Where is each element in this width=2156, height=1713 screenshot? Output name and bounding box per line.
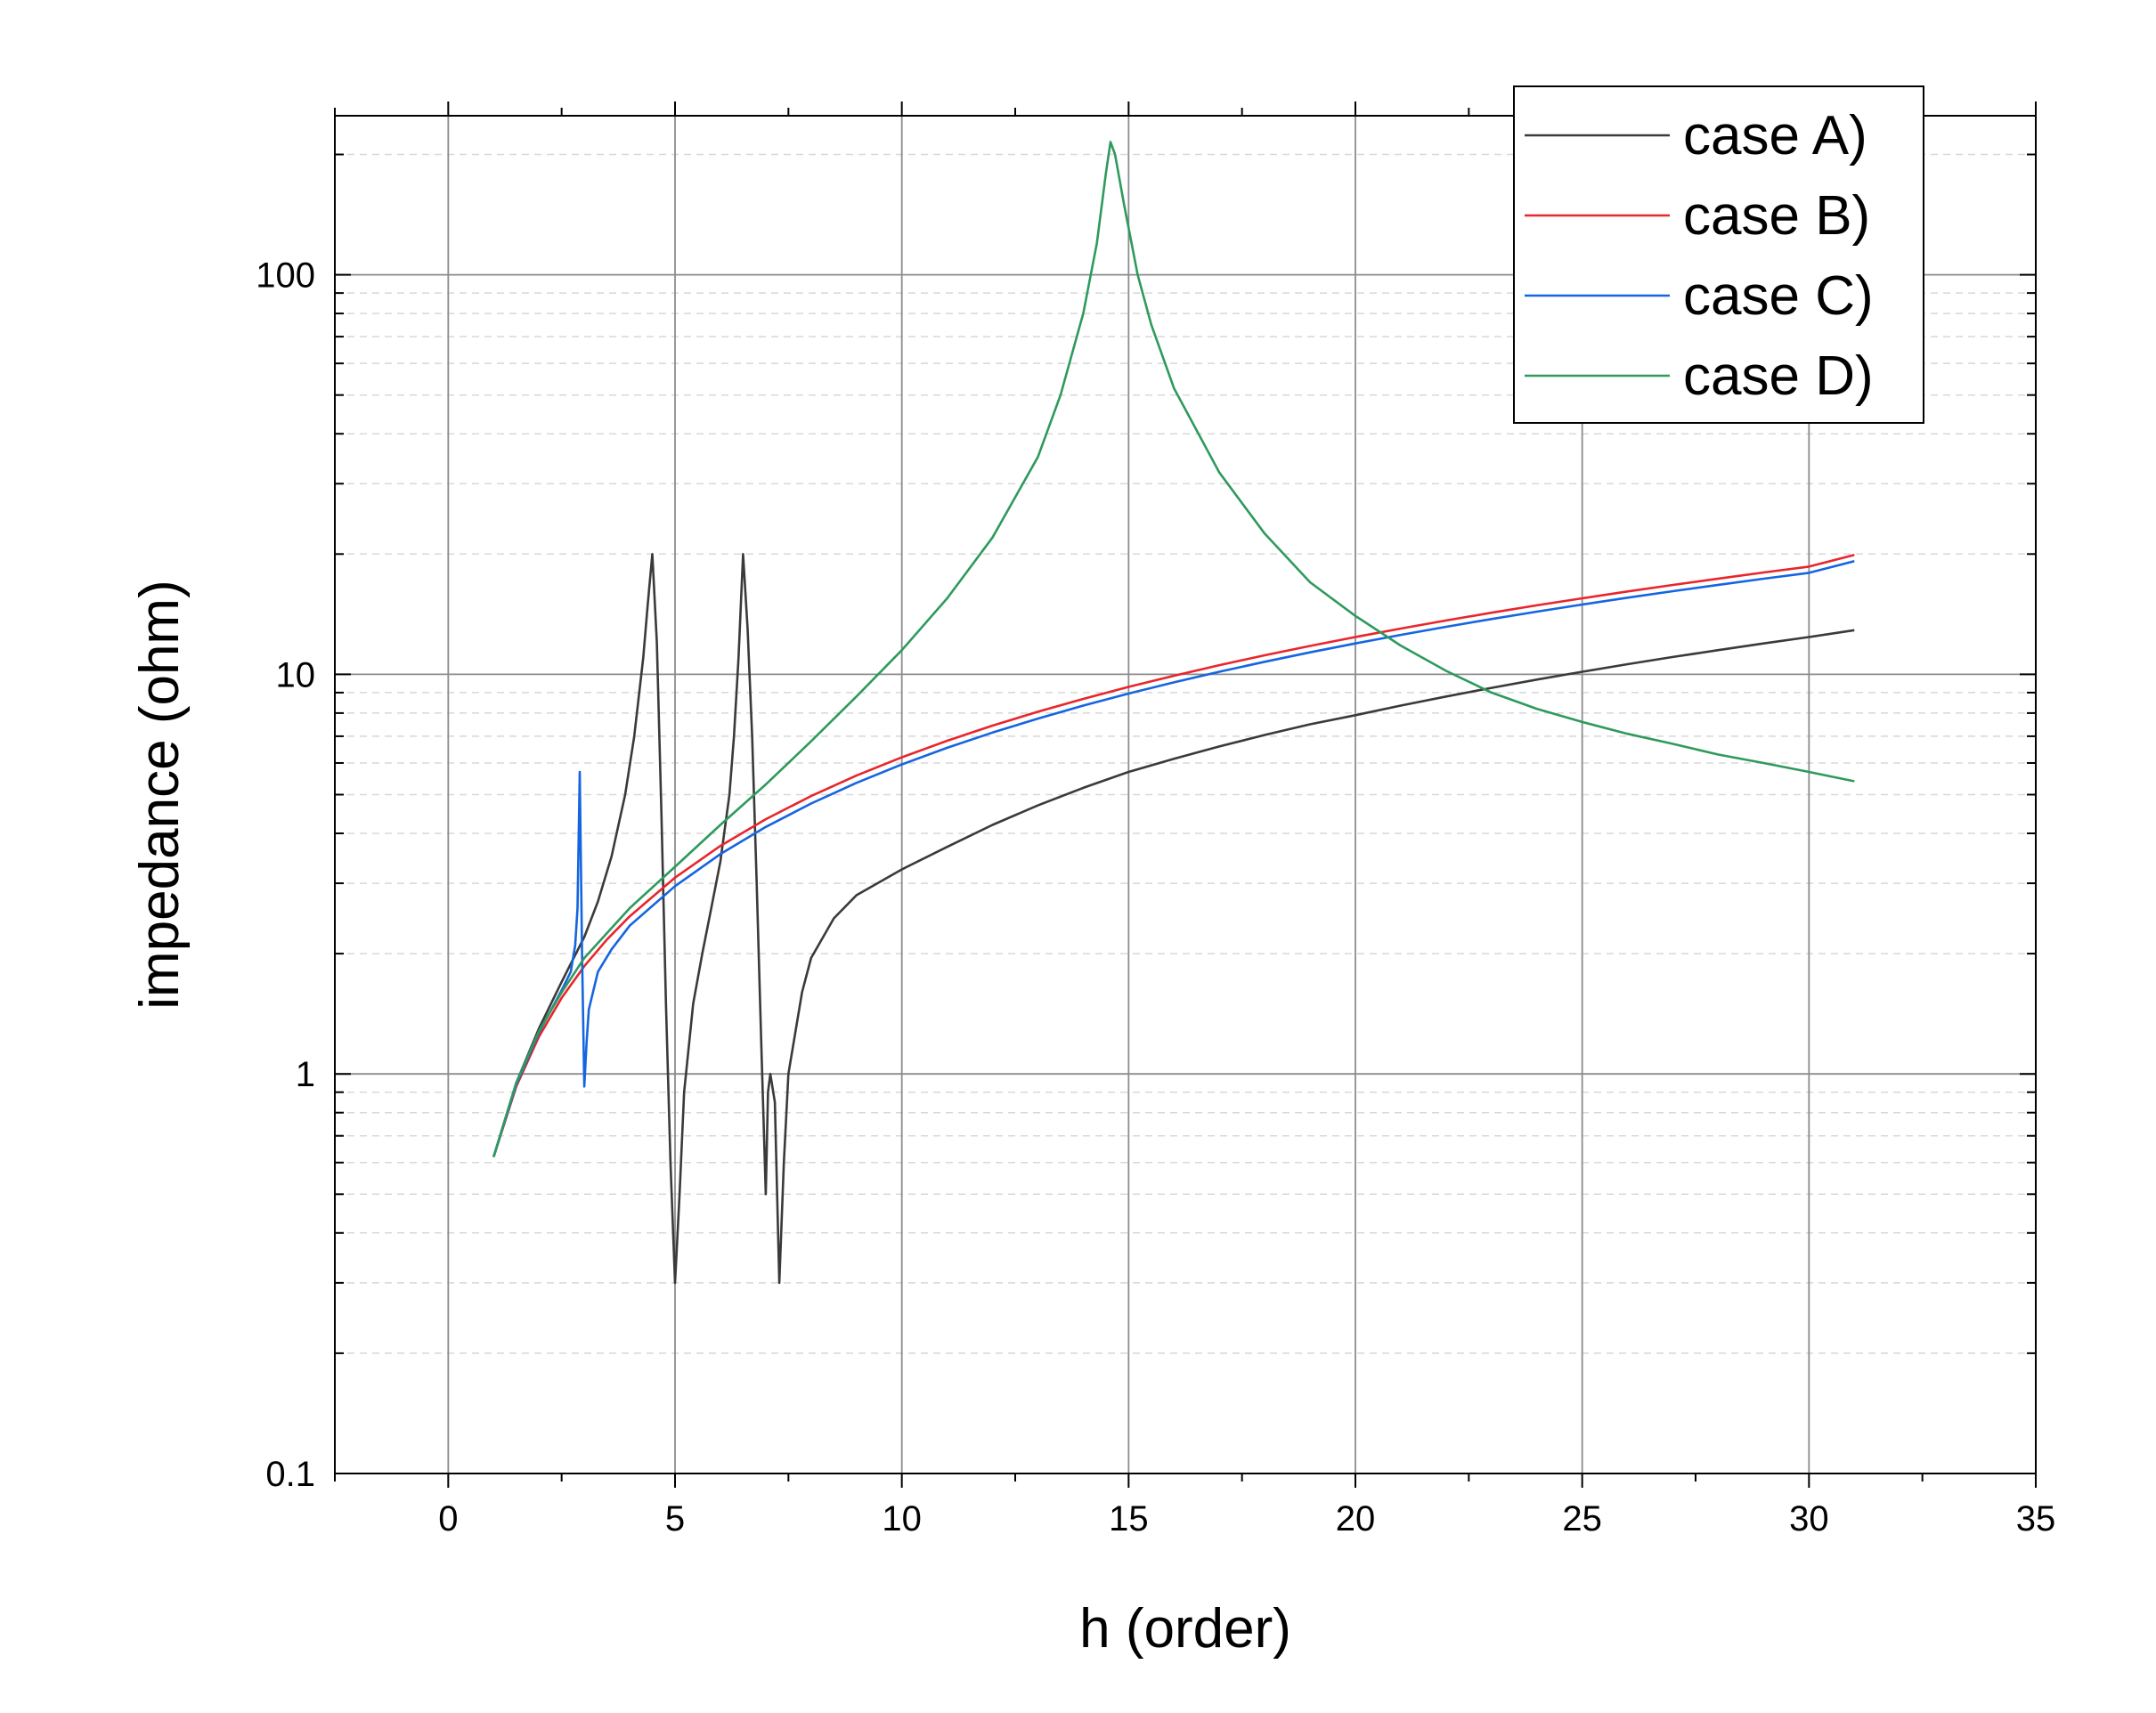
series-line-4: [492, 141, 1855, 1157]
y-tick-label: 10: [276, 655, 316, 694]
series-line-2: [492, 554, 1855, 1157]
y-tick-label: 100: [256, 256, 315, 296]
tick-marks: [334, 101, 2037, 1488]
legend: case A) case B) case C) case D): [1513, 85, 1924, 424]
x-tick-label: 10: [882, 1499, 922, 1538]
x-tick-label: 25: [1562, 1499, 1602, 1538]
series-lines: [492, 141, 1855, 1285]
x-axis-title: h (order): [1079, 1598, 1291, 1660]
x-tick-label: 30: [1789, 1499, 1829, 1538]
x-tick-label: 35: [2016, 1499, 2056, 1538]
y-tick-label: 1: [296, 1055, 315, 1094]
series-line-1: [492, 553, 1855, 1285]
legend-label-3: case C): [1683, 265, 1874, 327]
x-tick-label: 5: [665, 1499, 685, 1538]
x-tick-label: 15: [1109, 1499, 1149, 1538]
legend-label-4: case D): [1683, 345, 1874, 407]
legend-entries: case A) case B) case C) case D): [1525, 105, 1874, 407]
series-line-3: [492, 560, 1855, 1157]
legend-label-1: case A): [1683, 105, 1867, 166]
x-tick-label: 0: [438, 1499, 458, 1538]
legend-label-2: case B): [1683, 185, 1870, 247]
y-axis-title: impedance (ohm): [129, 580, 191, 1009]
y-tick-labels: 0.1 1 10 100: [256, 256, 315, 1494]
legend-box: [1513, 85, 1924, 424]
x-tick-label: 20: [1336, 1499, 1376, 1538]
x-tick-labels: 0 5 10 15 20 25 30 35: [438, 1499, 2055, 1538]
minor-grid: [335, 153, 2036, 1354]
y-tick-label: 0.1: [265, 1455, 315, 1494]
